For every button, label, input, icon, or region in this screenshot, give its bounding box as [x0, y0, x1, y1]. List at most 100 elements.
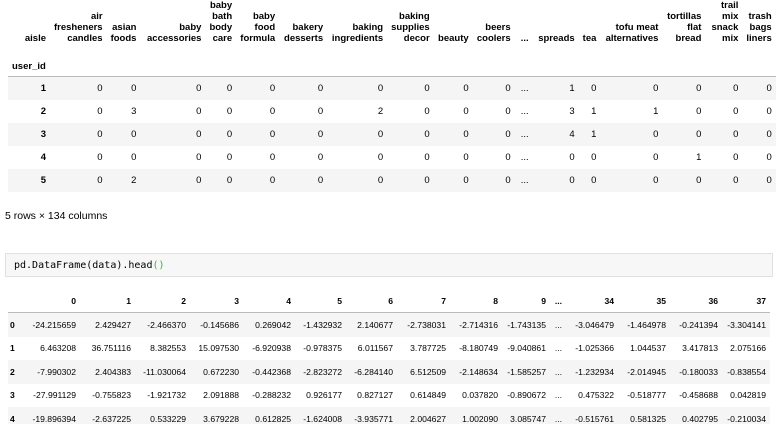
- dataframe-table: 0 1 2 3 4 5 6 7 8 9... 34 35 36 37 0 -24.215659 2.429427…: [8, 290, 770, 424]
- row: 4 0 0 0 0 0 0 0 0 0 0... 0 0 0 1 0 0: [8, 146, 776, 169]
- column-header: 36: [670, 290, 722, 313]
- cell: 1: [591, 129, 597, 140]
- cell: -2.466370: [147, 319, 186, 330]
- cell: 0.612825: [255, 413, 291, 424]
- cell: 0: [505, 152, 511, 163]
- cell: 0: [269, 83, 276, 94]
- row-index: 4: [10, 413, 15, 424]
- column-header: ...: [520, 33, 529, 44]
- cell: 3.787725: [410, 343, 446, 354]
- cell: -1.624008: [303, 413, 342, 424]
- cell: -1.464978: [627, 319, 666, 330]
- cell: -11.030064: [143, 366, 186, 377]
- cell: 0.475322: [578, 390, 614, 401]
- column-header: baby accessories: [147, 22, 202, 44]
- cell: 0: [733, 152, 739, 163]
- cell: -27.991129: [33, 390, 76, 401]
- cell: -9.040861: [507, 343, 546, 354]
- cell: 0: [226, 152, 233, 163]
- cell: 2.091888: [203, 390, 239, 401]
- cell: 0: [424, 83, 430, 94]
- cell: -1.921732: [147, 390, 186, 401]
- column-header: baking supplies decor: [391, 11, 430, 44]
- caption: 5 rows × 134 columns: [5, 210, 108, 222]
- cell: -2.714316: [459, 319, 498, 330]
- column-header: beers coolers: [476, 22, 511, 44]
- cell: 0: [377, 152, 384, 163]
- cell: 0: [424, 175, 430, 186]
- column-header: 37: [722, 290, 770, 313]
- cell: 1.002090: [462, 413, 498, 424]
- cell: 0.533229: [150, 413, 186, 424]
- cell: ...: [520, 83, 529, 94]
- cell: -3.304141: [727, 319, 766, 330]
- empty-header: [742, 48, 776, 77]
- cell: 0.926177: [306, 390, 342, 401]
- cell: 0: [377, 129, 384, 140]
- cell: 0: [463, 106, 469, 117]
- cell: 0: [269, 175, 276, 186]
- cell: -3.046479: [575, 319, 614, 330]
- cell: 6.512509: [410, 366, 446, 377]
- cell: 0: [696, 83, 702, 94]
- column-header: 9: [502, 290, 550, 313]
- empty-header: [705, 48, 743, 77]
- cell: -3.935771: [354, 413, 393, 424]
- cell: 6.463208: [40, 343, 76, 354]
- cell: 0: [424, 106, 430, 117]
- cell: 0: [653, 129, 659, 140]
- cell: 3.085747: [510, 413, 546, 424]
- cell: 0: [591, 152, 597, 163]
- cell: 3.417813: [682, 343, 718, 354]
- cell: ...: [554, 366, 562, 377]
- cell: 0: [317, 106, 324, 117]
- cell: -2.823272: [303, 366, 342, 377]
- cell: 0: [196, 175, 202, 186]
- cell: 0: [317, 83, 324, 94]
- cell: -0.838554: [727, 366, 766, 377]
- cell: 0: [653, 152, 659, 163]
- cell: 0: [269, 106, 276, 117]
- cell: 0: [131, 129, 137, 140]
- column-header: 1: [80, 290, 135, 313]
- cell: -1.585257: [507, 366, 546, 377]
- column-header: trail mix snack mix: [711, 0, 739, 44]
- cell: 0: [424, 152, 430, 163]
- cell: 0: [505, 175, 511, 186]
- column-header: beauty: [438, 33, 469, 44]
- cell: ...: [554, 343, 562, 354]
- column-header: ...: [550, 290, 566, 313]
- code-cell[interactable]: pd.DataFrame(data).head(): [5, 253, 773, 277]
- cell: 2.004627: [410, 413, 446, 424]
- column-header: 2: [135, 290, 190, 313]
- empty-header: [387, 48, 434, 77]
- cell: -19.896394: [32, 413, 77, 424]
- empty-header: [50, 48, 107, 77]
- cell: -2.738031: [407, 319, 446, 330]
- cell: 0: [569, 152, 575, 163]
- cell: 1: [696, 152, 702, 163]
- cell: 0.614849: [410, 390, 446, 401]
- cell: -0.288232: [252, 390, 291, 401]
- cell: ...: [520, 106, 529, 117]
- cell: -24.215659: [32, 319, 77, 330]
- cell: 1: [569, 83, 575, 94]
- cell: 0: [424, 129, 430, 140]
- cell: 0.827127: [357, 390, 393, 401]
- cell: 0: [196, 152, 202, 163]
- cell: 0: [696, 175, 702, 186]
- column-header: 34: [566, 290, 618, 313]
- empty-header: [514, 48, 533, 77]
- column-header: 5: [295, 290, 346, 313]
- cell: 0: [97, 83, 103, 94]
- cell: 0: [766, 106, 772, 117]
- row-index: 5: [40, 175, 46, 186]
- code-text: pd.DataFrame(data).head: [14, 260, 153, 271]
- empty-header: [140, 48, 206, 77]
- cell: 0.581325: [630, 413, 666, 424]
- cell: 2.140677: [357, 319, 393, 330]
- cell: 0: [766, 175, 772, 186]
- cell: 0: [733, 83, 739, 94]
- cell: 0: [97, 175, 103, 186]
- empty-header: [205, 48, 237, 77]
